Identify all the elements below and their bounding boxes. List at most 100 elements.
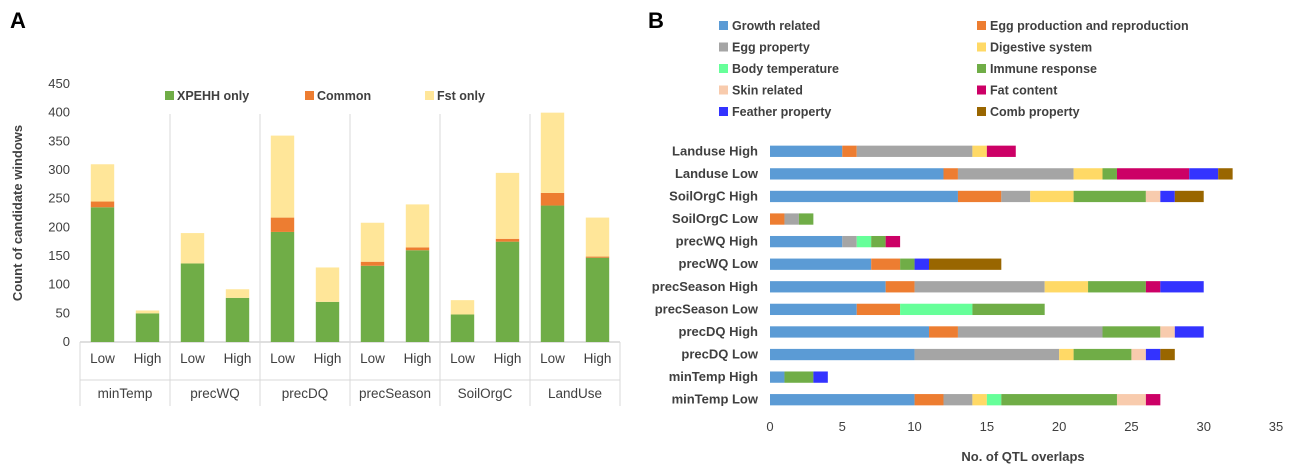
bar-segment: [914, 394, 944, 406]
chart-a: 0 50 100 150 200 250 300 350 400 450 Count of cand…: [10, 76, 621, 406]
x-tick-label: 15: [980, 419, 994, 434]
bar-segment: [770, 145, 843, 157]
bar-segment: [957, 190, 1002, 203]
y-axis-title: Count of candidate windows: [10, 125, 25, 301]
category-label: precSeason Low: [655, 301, 759, 316]
bar-segment: [1044, 281, 1089, 293]
bar-segment: [856, 145, 973, 157]
bar-segment: [1102, 168, 1117, 180]
bar-segment: [972, 145, 987, 157]
legend-label: Egg production and reproduction: [990, 19, 1189, 33]
subcategory-label: Low: [450, 351, 475, 366]
bar-segment: [225, 297, 250, 342]
bar-segment: [770, 394, 915, 406]
bar-segment: [1160, 326, 1175, 338]
bar-segment: [914, 281, 1045, 293]
bar-segment: [405, 204, 430, 248]
bar-segment: [1145, 348, 1161, 361]
y-tick-label: 150: [48, 248, 70, 263]
bar-segment: [957, 326, 1103, 338]
x-tick-label: 5: [839, 419, 846, 434]
bar-segment: [871, 258, 901, 270]
legend-label: Immune response: [990, 62, 1097, 76]
bar-segment: [1160, 281, 1204, 293]
y-tick-label: 300: [48, 162, 70, 177]
bar-segment: [585, 217, 610, 257]
category-label: SoilOrgC High: [669, 188, 758, 203]
legend-label: Body temperature: [732, 62, 839, 76]
category-label: minTemp Low: [672, 392, 759, 407]
bar-segment: [986, 394, 1002, 406]
bar-segment: [135, 310, 160, 314]
bar-segment: [495, 241, 520, 342]
x-tick-label: 30: [1196, 419, 1210, 434]
legend-swatch: [977, 85, 986, 95]
bar-segment: [1145, 281, 1161, 293]
bar-segment: [495, 238, 520, 242]
legend-swatch: [719, 107, 728, 116]
bar-segment: [360, 265, 385, 342]
category-label: Landuse Low: [675, 166, 759, 181]
group-label: precDQ: [282, 386, 329, 401]
subcategory-label: High: [404, 351, 432, 366]
bar-segment: [1116, 168, 1190, 180]
bar-segment: [1073, 348, 1132, 361]
bar-segment: [972, 303, 1045, 316]
legend-swatch: [165, 91, 174, 100]
bar-segment: [360, 261, 385, 266]
legend-swatch: [977, 21, 986, 30]
bar-segment: [770, 235, 843, 248]
legend-label: Skin related: [732, 84, 803, 98]
bar-segment: [90, 201, 115, 208]
bar-segment: [1116, 394, 1146, 406]
subcategory-label: High: [224, 351, 252, 366]
bar-segment: [943, 168, 958, 180]
bar-segment: [900, 258, 915, 270]
group-label: LandUse: [548, 386, 602, 401]
category-label: precWQ High: [676, 234, 758, 249]
bar-segment: [1145, 190, 1161, 203]
bar-segment: [1001, 394, 1117, 406]
legend-label: Digestive system: [990, 41, 1092, 55]
bar-segment: [1174, 326, 1204, 338]
bar-segment: [405, 250, 430, 342]
legend-label: Fst only: [437, 89, 485, 103]
bar-segment: [770, 213, 785, 225]
subcategory-label: Low: [180, 351, 205, 366]
bar-segment: [885, 281, 915, 293]
bar-segment: [770, 258, 872, 270]
subcategory-label: High: [314, 351, 342, 366]
group-label: precWQ: [190, 386, 240, 401]
bar-segment: [1030, 190, 1074, 203]
legend-label: Comb property: [990, 105, 1080, 119]
bar-segment: [540, 192, 565, 206]
chart-b: 0 5 10 15 20 25 30 35 No. of QTL overlaps Landuse…: [652, 19, 1283, 464]
bar-segment: [798, 213, 814, 225]
bar-segment: [1174, 190, 1204, 203]
bar-segment: [1160, 190, 1175, 203]
legend-swatch: [977, 42, 986, 52]
bar-segment: [1145, 394, 1161, 406]
bar-segment: [770, 303, 857, 316]
bar-segment: [1059, 348, 1074, 361]
category-label: precSeason High: [652, 279, 758, 294]
legend-swatch: [719, 21, 728, 30]
bar-segment: [90, 207, 115, 342]
bar-segment: [1073, 190, 1146, 203]
bar-segment: [585, 257, 610, 342]
bar-segment: [225, 289, 250, 298]
subcategory-label: High: [494, 351, 522, 366]
bar-segment: [856, 303, 901, 316]
bar-segment: [770, 326, 930, 338]
bar-segment: [900, 303, 973, 316]
bar-segment: [585, 256, 610, 258]
bar-segment: [1160, 348, 1175, 361]
bar-segment: [972, 394, 987, 406]
bar-segment: [914, 258, 930, 270]
subcategory-label: Low: [90, 351, 115, 366]
category-label: precDQ Low: [681, 347, 758, 362]
bar-segment: [315, 301, 340, 342]
legend-swatch: [305, 91, 314, 100]
bar-segment: [1088, 281, 1146, 293]
subcategory-label: Low: [540, 351, 565, 366]
